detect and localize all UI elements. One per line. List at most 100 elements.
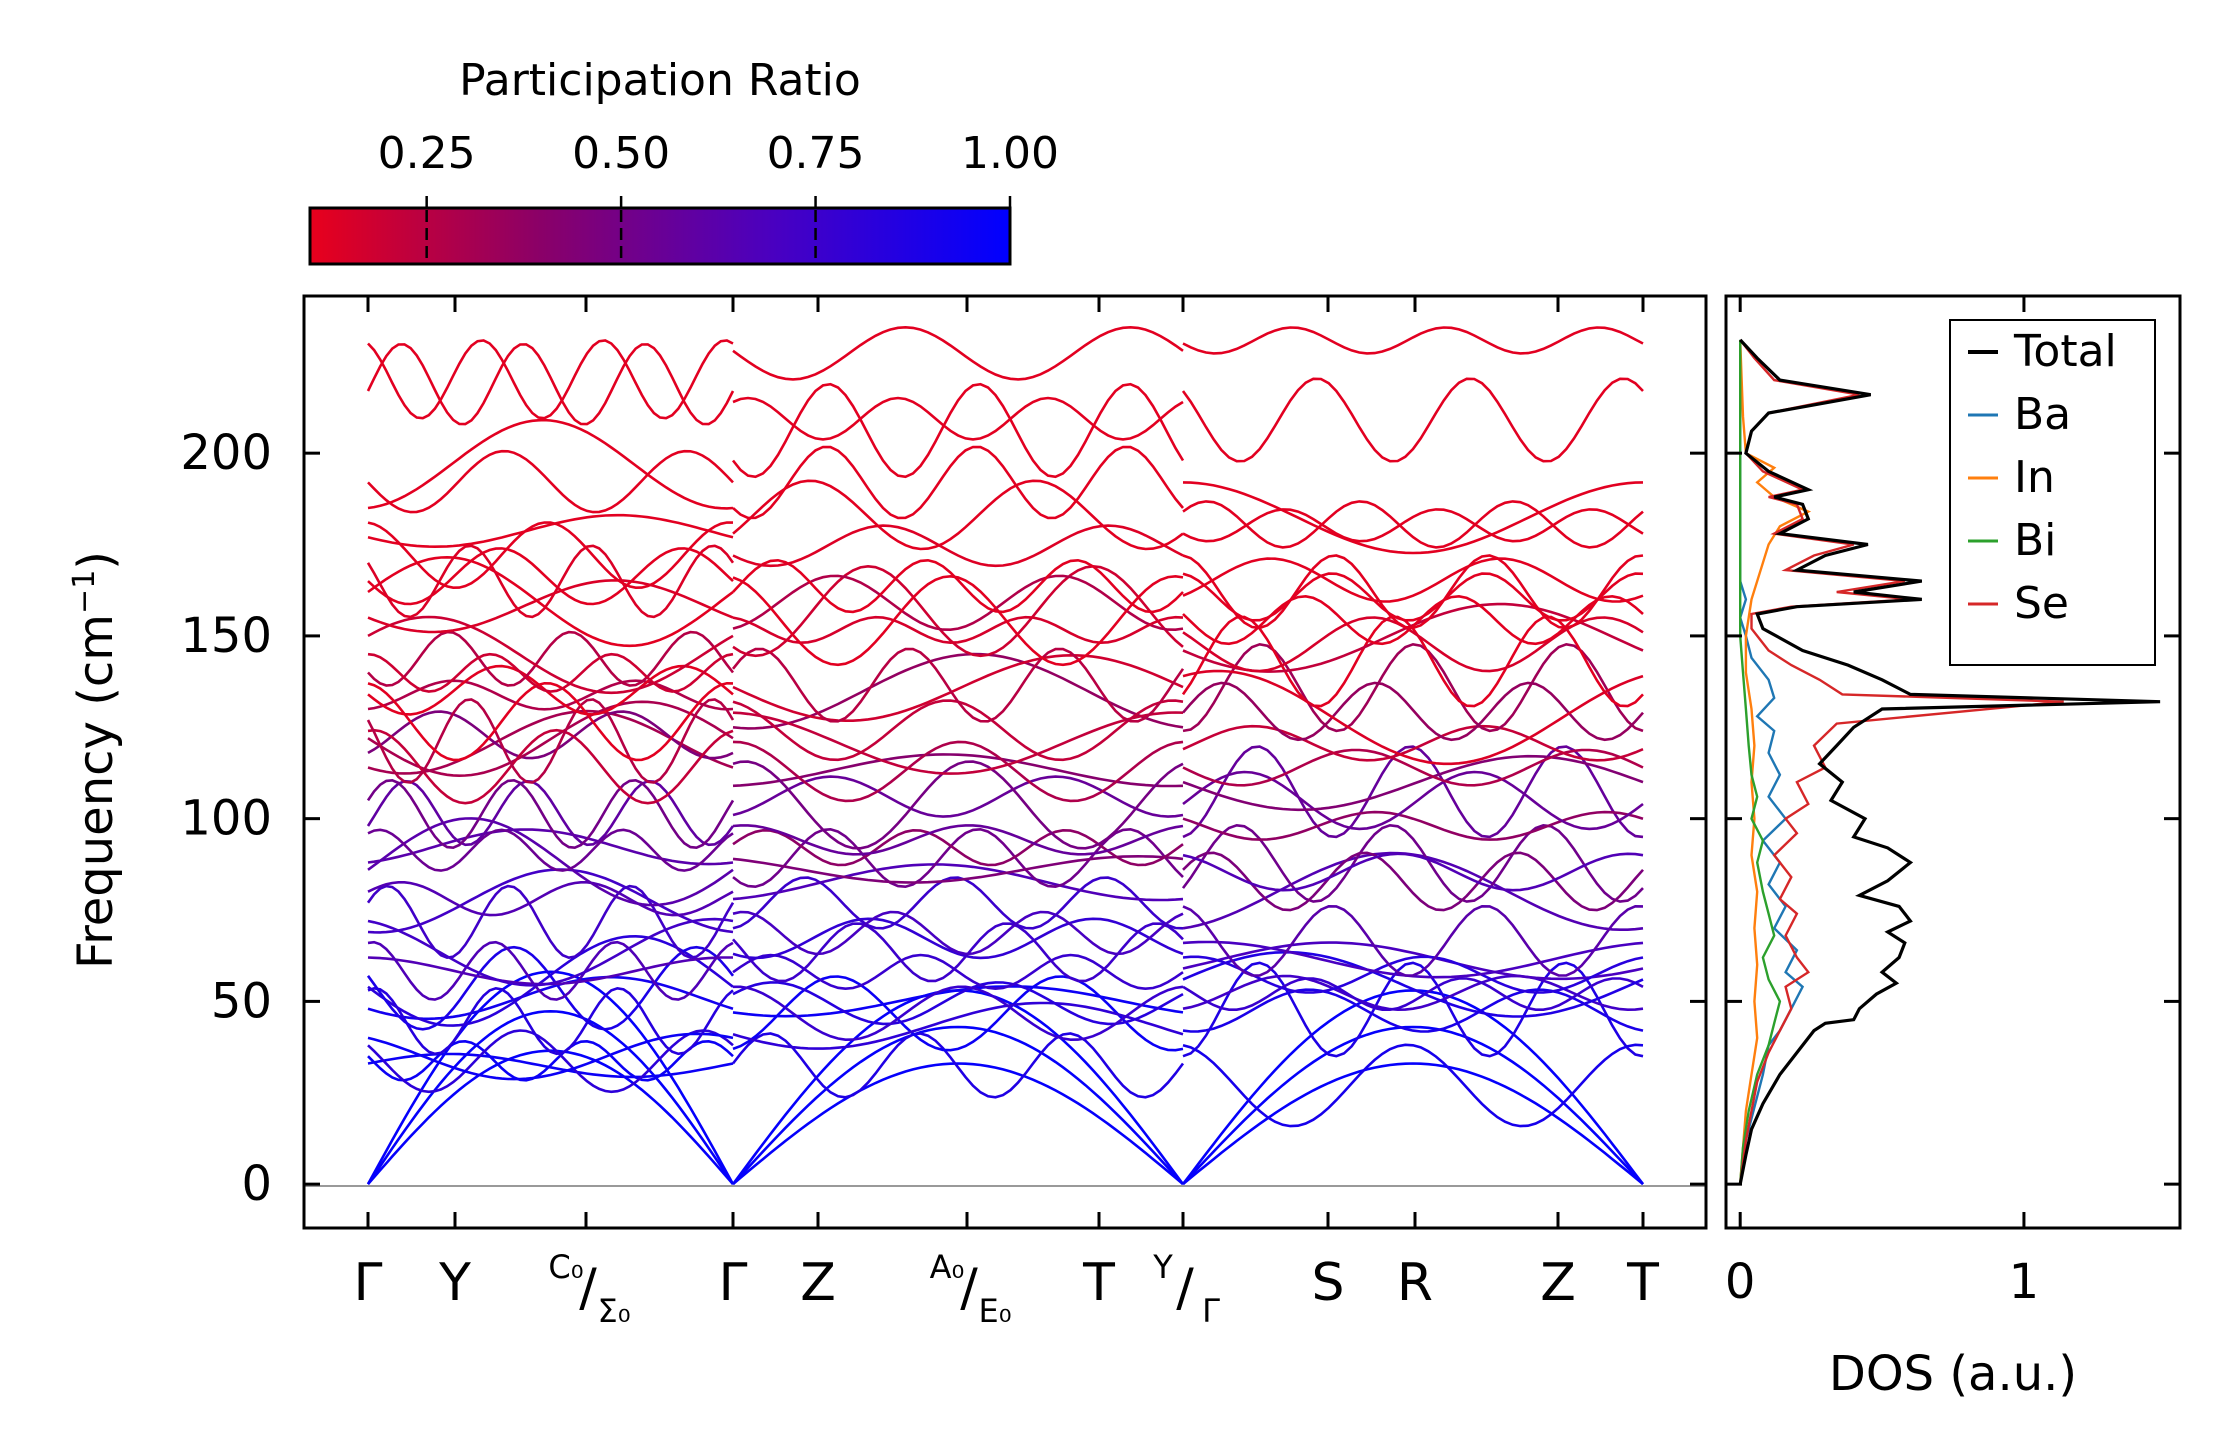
phonon-branch	[367, 828, 734, 866]
legend-label: Total	[2013, 326, 2117, 377]
ylabel-end: )	[68, 551, 124, 570]
phonon-branch	[367, 681, 734, 762]
phonon-branch	[1182, 851, 1644, 912]
phonon-branch	[732, 753, 1184, 788]
high-symmetry-label-slash: /	[1176, 1258, 1194, 1318]
phonon-branch	[367, 917, 734, 987]
phonon-branch	[732, 445, 1184, 520]
phonon-branch	[367, 1039, 734, 1082]
y-tick-label: 50	[211, 973, 272, 1029]
phonon-branch	[732, 653, 1184, 723]
phonon-branch	[1182, 810, 1644, 841]
band-y-axis-label: Frequency (cm−1)	[67, 551, 124, 969]
phonon-branch	[732, 985, 1184, 1018]
phonon-branch	[1182, 557, 1644, 603]
colorbar: Participation Ratio 0.25 0.50 0.75 1.00	[308, 55, 1059, 266]
colorbar-tick-label: 0.75	[767, 128, 865, 179]
phonon-branch	[1182, 594, 1644, 646]
high-symmetry-label: R	[1397, 1253, 1433, 1313]
phonon-branch	[1182, 669, 1644, 766]
band-plot-frame	[302, 294, 1708, 1230]
phonon-branch	[367, 975, 734, 1021]
legend-box	[1949, 319, 2156, 666]
phonon-branch	[367, 828, 734, 872]
phonon-branch	[366, 343, 735, 426]
legend-label: In	[2014, 452, 2055, 503]
phonon-branch	[367, 1052, 734, 1079]
phonon-branch	[732, 325, 1184, 381]
colorbar-gradient	[308, 206, 1012, 266]
phonon-branch	[1182, 1062, 1644, 1186]
phonon-branch	[1182, 554, 1644, 630]
phonon-branch	[1182, 616, 1644, 673]
phonon-branch	[1182, 572, 1644, 622]
phonon-branch	[367, 615, 734, 695]
phonon-branch	[732, 981, 1184, 1026]
phonon-branch	[1182, 941, 1644, 981]
high-symmetry-label: Y	[438, 1253, 471, 1313]
phonon-branch	[732, 917, 1184, 960]
dos-plot-frame	[1724, 294, 2182, 1230]
phonon-branch	[367, 700, 734, 778]
phonon-branch	[367, 1029, 734, 1094]
phonon-branch	[732, 1025, 1184, 1185]
high-symmetry-label-slash: /	[579, 1258, 597, 1318]
phonon-branch	[1182, 770, 1644, 831]
colorbar-tick-label: 1.00	[961, 128, 1059, 179]
high-symmetry-label-sup: A₀	[930, 1248, 965, 1286]
phonon-branch	[367, 664, 734, 716]
phonon-branch	[1182, 748, 1644, 787]
legend-label: Se	[2014, 578, 2069, 629]
phonon-branch	[731, 647, 1185, 723]
phonon-branch	[367, 449, 734, 514]
phonon-branch	[732, 953, 1184, 991]
ylabel-main: Frequency (cm	[68, 614, 124, 969]
phonon-branch	[1182, 977, 1644, 1012]
phonon-branch	[367, 521, 734, 590]
phonon-branch	[1182, 745, 1644, 839]
phonon-branch	[367, 986, 734, 1056]
phonon-branch	[367, 940, 734, 1001]
dos-legend: Total Ba In Bi Se	[1949, 319, 2156, 666]
phonon-branch	[1182, 326, 1644, 355]
phonon-branch	[732, 863, 1184, 902]
high-symmetry-label-sub: E₀	[978, 1292, 1011, 1330]
phonon-branch	[732, 711, 1184, 775]
dos-curves	[1738, 338, 2161, 1185]
phonon-branch	[1181, 989, 1645, 1185]
phonon-branch	[731, 1032, 1185, 1099]
phonon-branch	[732, 1062, 1184, 1186]
phonon-branch	[733, 985, 1184, 1042]
phonon-branch	[732, 615, 1184, 645]
phonon-branch	[1182, 642, 1644, 733]
high-symmetry-label-sup: C₀	[548, 1248, 583, 1286]
high-symmetry-label: Γ	[354, 1253, 383, 1313]
colorbar-tick-label: 0.25	[378, 128, 476, 179]
phonon-branch	[1182, 852, 1644, 892]
phonon-branch	[367, 728, 734, 805]
phonon-branch	[732, 479, 1184, 551]
dos-series-in	[1739, 339, 1812, 1185]
phonon-branch	[732, 396, 1184, 441]
phonon-branch	[1182, 508, 1644, 543]
phonon-branch	[732, 910, 1184, 956]
high-symmetry-label: T	[1626, 1253, 1659, 1313]
phonon-branch	[732, 740, 1184, 803]
phonon-branch	[366, 544, 735, 619]
phonon-branch	[1181, 377, 1644, 463]
phonon-branch	[367, 579, 734, 634]
high-symmetry-label-slash: /	[960, 1258, 978, 1318]
phonon-branch	[732, 876, 1184, 930]
dos-x-axis-label: DOS (a.u.)	[1829, 1346, 2077, 1402]
y-tick-label: 150	[180, 608, 272, 664]
phonon-branch	[1182, 481, 1644, 555]
phonon-branch	[367, 880, 734, 917]
phonon-branch	[366, 698, 735, 784]
phonon-branch	[366, 778, 735, 850]
phonon-branch	[1181, 823, 1644, 903]
dos-series-bi	[1738, 339, 1782, 1185]
phonon-bands	[366, 325, 1645, 1186]
